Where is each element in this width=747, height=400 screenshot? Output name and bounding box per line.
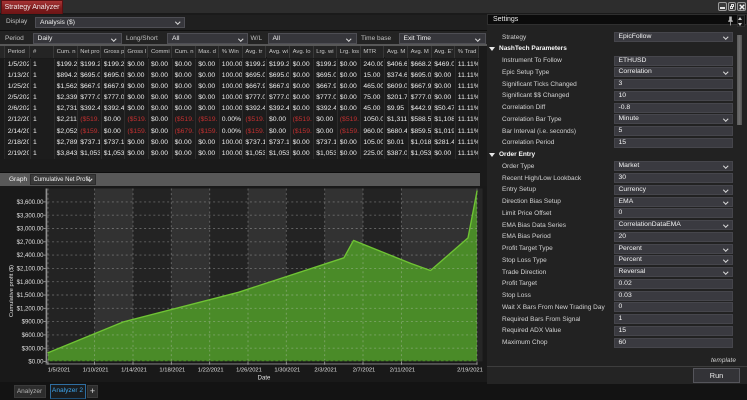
svg-text:1/22/2021: 1/22/2021 — [198, 368, 224, 374]
svg-text:1/10/2021: 1/10/2021 — [83, 368, 109, 374]
svg-text:$3,300.00: $3,300.00 — [17, 213, 45, 219]
svg-text:2/7/2021: 2/7/2021 — [353, 368, 376, 374]
svg-text:$2,100.00: $2,100.00 — [17, 266, 45, 272]
svg-text:$300.00: $300.00 — [22, 346, 44, 352]
svg-text:$2,400.00: $2,400.00 — [17, 253, 45, 259]
svg-text:2/3/2021: 2/3/2021 — [314, 368, 337, 374]
svg-text:$1,200.00: $1,200.00 — [17, 306, 45, 312]
svg-text:1/5/2021: 1/5/2021 — [48, 368, 71, 374]
svg-text:1/18/2021: 1/18/2021 — [159, 368, 185, 374]
svg-text:Date: Date — [258, 376, 271, 382]
svg-text:$2,700.00: $2,700.00 — [17, 240, 45, 246]
svg-text:1/14/2021: 1/14/2021 — [121, 368, 147, 374]
svg-text:1/26/2021: 1/26/2021 — [236, 368, 262, 374]
svg-text:1/30/2021: 1/30/2021 — [274, 368, 300, 374]
svg-text:2/19/2021: 2/19/2021 — [457, 368, 483, 374]
svg-text:$600.00: $600.00 — [22, 333, 44, 339]
svg-text:Cumulative profit ($): Cumulative profit ($) — [9, 265, 15, 317]
svg-text:2/11/2021: 2/11/2021 — [390, 368, 415, 374]
svg-text:$1,500.00: $1,500.00 — [17, 293, 45, 299]
svg-text:$3,600.00: $3,600.00 — [17, 200, 45, 206]
svg-text:$0.00: $0.00 — [28, 360, 44, 366]
svg-text:$3,000.00: $3,000.00 — [17, 227, 45, 233]
svg-text:$900.00: $900.00 — [22, 320, 44, 326]
svg-text:$1,800.00: $1,800.00 — [17, 280, 45, 286]
